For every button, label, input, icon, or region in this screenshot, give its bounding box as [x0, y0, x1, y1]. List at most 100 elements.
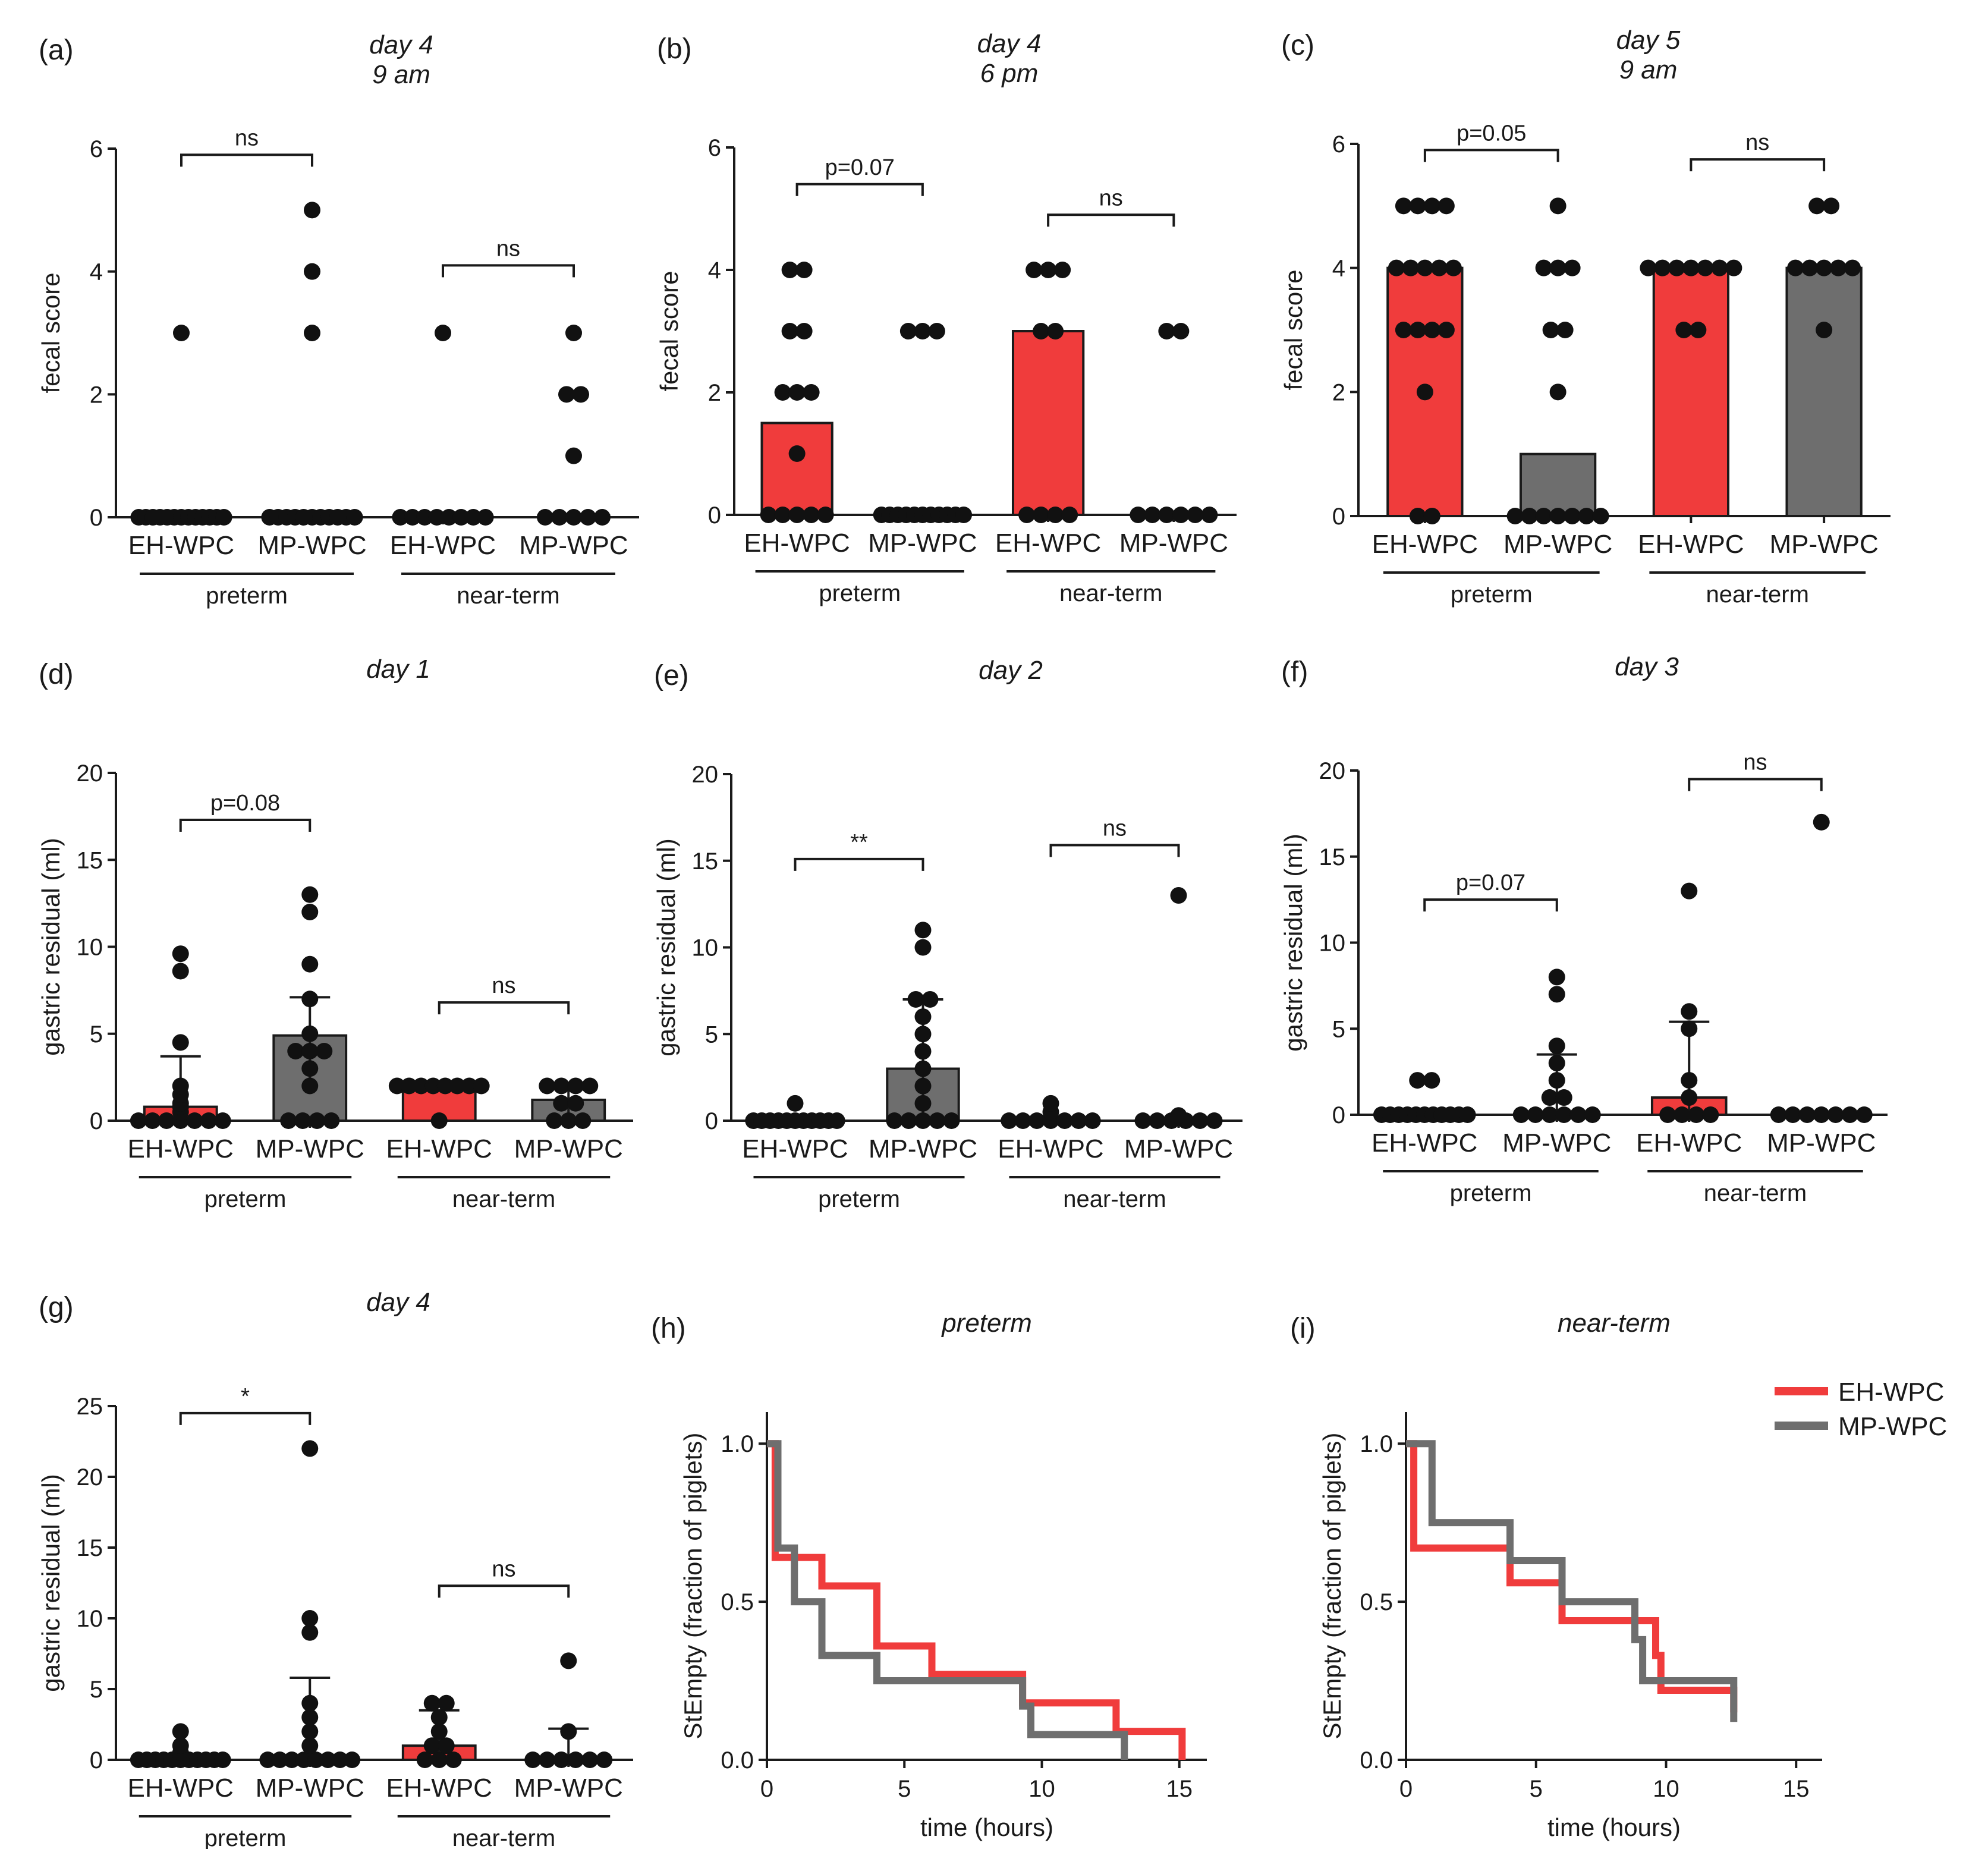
data-point [1827, 1106, 1844, 1123]
significance-label: ns [1103, 816, 1127, 841]
y-tick-label: 0 [1332, 1102, 1345, 1128]
data-point [1548, 1072, 1565, 1089]
y-tick-label: 4 [90, 259, 103, 285]
data-point [1813, 1106, 1830, 1123]
y-tick-label: 20 [692, 762, 719, 788]
y-axis-label: gastric residual (ml) [1279, 834, 1307, 1051]
significance-bracket [179, 818, 312, 832]
x-category-label: MP-WPC [519, 531, 628, 560]
panel-letter: (b) [657, 33, 692, 65]
significance-bracket [1423, 898, 1558, 912]
data-point [1001, 1112, 1018, 1129]
data-point [1578, 508, 1595, 524]
data-point [1395, 197, 1412, 215]
data-point [1555, 1106, 1572, 1123]
data-point [565, 447, 582, 464]
data-point [565, 325, 582, 341]
data-point [1437, 322, 1455, 338]
data-point [574, 1112, 592, 1129]
data-point [304, 202, 320, 219]
y-tick-label: 10 [77, 1606, 103, 1632]
data-point [144, 1112, 161, 1129]
data-point [1725, 259, 1742, 276]
data-point [567, 1751, 584, 1768]
y-tick-label: 6 [708, 135, 721, 161]
data-point [1409, 1072, 1426, 1089]
x-category-label: MP-WPC [1502, 1128, 1611, 1158]
data-point [1535, 508, 1552, 524]
legend-label-eh-wpc: EH-WPC [1838, 1378, 1944, 1407]
data-point [1564, 259, 1581, 276]
data-point [1798, 1106, 1816, 1123]
y-axis-label: gastric residual (ml) [652, 838, 680, 1056]
y-axis-label: fecal score [655, 271, 683, 391]
panel-letter: (a) [39, 34, 74, 66]
data-point [1801, 259, 1819, 276]
significance-bracket [179, 1411, 312, 1425]
data-point [1437, 197, 1455, 215]
data-point [929, 1112, 946, 1129]
x-category-label: EH-WPC [744, 529, 850, 558]
group-label: near-term [1706, 581, 1809, 608]
y-tick-label: 0 [90, 1108, 103, 1134]
data-point [316, 1043, 333, 1059]
data-point [1130, 507, 1147, 523]
panel-title: preterm [940, 1309, 1032, 1338]
data-point [307, 1751, 325, 1768]
x-tick-label: 10 [1653, 1776, 1679, 1802]
y-axis-label: fecal score [37, 272, 65, 393]
data-point [441, 509, 458, 526]
data-point [914, 1077, 932, 1095]
data-point [1028, 1112, 1046, 1129]
data-point [1042, 1095, 1059, 1112]
data-point [914, 323, 931, 339]
data-point [817, 507, 834, 523]
data-point [573, 386, 589, 403]
data-point [271, 1751, 288, 1768]
y-tick-label: 6 [1332, 131, 1345, 158]
x-category-label: MP-WPC [1503, 530, 1612, 559]
data-point [1033, 507, 1050, 523]
data-point [1172, 323, 1190, 339]
data-point [1416, 259, 1433, 276]
x-category-label: EH-WPC [995, 529, 1101, 558]
data-point [1569, 1106, 1587, 1123]
data-point [1409, 508, 1426, 524]
data-point [1541, 1106, 1558, 1123]
y-tick-label: 0 [90, 505, 103, 531]
panel-letter: (f) [1281, 656, 1308, 688]
significance-bracket [438, 1001, 570, 1015]
data-point [1555, 1089, 1572, 1106]
y-tick-label: 15 [77, 847, 103, 873]
data-point [1541, 1089, 1558, 1106]
data-point [914, 1095, 932, 1112]
group-label: near-term [1704, 1180, 1807, 1206]
panel-title: day 5 [1616, 26, 1681, 55]
y-tick-label: 2 [90, 382, 103, 408]
data-point [899, 323, 917, 339]
y-tick-label: 4 [708, 257, 721, 284]
group-label: preterm [1450, 1180, 1532, 1206]
series-line-eh-wpc [767, 1440, 1186, 1760]
group-label: preterm [819, 580, 901, 606]
data-point [309, 1112, 326, 1129]
data-point [172, 1737, 189, 1754]
data-point [565, 509, 582, 526]
data-point [438, 1694, 455, 1712]
data-point [1816, 259, 1833, 276]
y-tick-label: 0.5 [721, 1589, 754, 1615]
significance-label: ns [235, 125, 259, 150]
significance-label: ns [492, 973, 515, 998]
data-point [1841, 1106, 1858, 1123]
data-point [1040, 262, 1057, 278]
data-point [404, 509, 421, 526]
data-point [436, 1077, 454, 1095]
data-point [943, 1112, 960, 1129]
data-point [430, 1751, 448, 1768]
data-point [795, 323, 813, 339]
data-point [1423, 508, 1440, 524]
data-point [430, 1723, 448, 1740]
x-tick-label: 15 [1166, 1776, 1193, 1802]
significance-bracket [794, 857, 924, 871]
x-category-label: MP-WPC [514, 1134, 623, 1164]
